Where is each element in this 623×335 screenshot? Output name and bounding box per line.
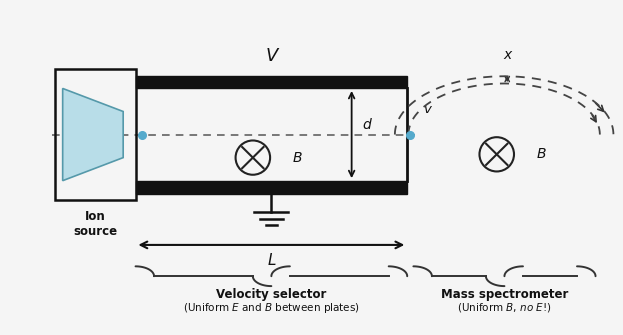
Text: Mass spectrometer: Mass spectrometer — [440, 288, 568, 301]
Text: Ion
source: Ion source — [74, 210, 118, 238]
Bar — [136, 76, 407, 88]
Bar — [136, 181, 407, 194]
Text: (Uniform $E$ and $B$ between plates): (Uniform $E$ and $B$ between plates) — [183, 301, 359, 315]
Polygon shape — [63, 88, 123, 181]
Text: x: x — [503, 48, 511, 62]
Text: B: B — [293, 151, 303, 164]
Text: v: v — [423, 104, 431, 117]
Text: L: L — [267, 253, 275, 268]
Text: (Uniform $B$, $\it{no}$ $E$!): (Uniform $B$, $\it{no}$ $E$!) — [457, 301, 552, 314]
Text: Velocity selector: Velocity selector — [216, 288, 326, 301]
Text: d: d — [363, 118, 371, 132]
Text: V: V — [265, 47, 278, 65]
Text: B: B — [537, 147, 546, 161]
